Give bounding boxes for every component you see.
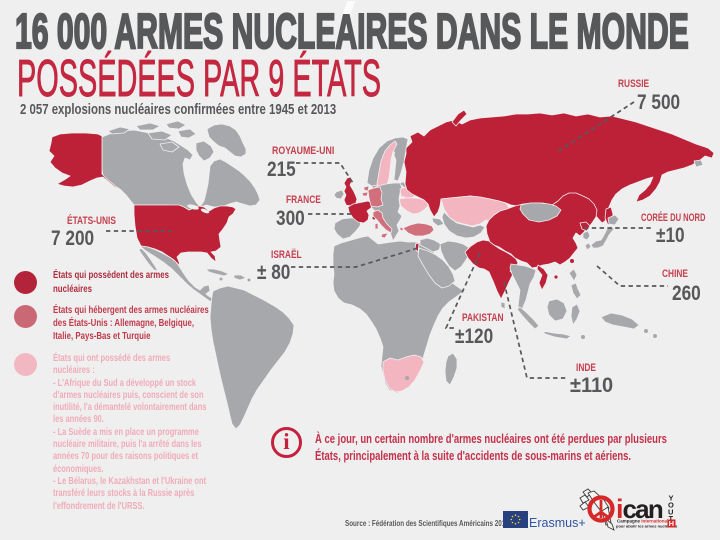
- svg-text:Campagne internationale: Campagne internationale: [617, 519, 671, 524]
- svg-text:Y: Y: [669, 494, 674, 503]
- svg-text:i: i: [616, 494, 624, 524]
- svg-text:H: H: [669, 519, 674, 528]
- svg-text:T: T: [669, 514, 674, 523]
- svg-text:O: O: [668, 501, 674, 510]
- svg-text:U: U: [668, 508, 673, 517]
- svg-text:pour abolir les armes nucléair: pour abolir les armes nucléaires: [616, 524, 678, 529]
- svg-text:can: can: [623, 494, 663, 524]
